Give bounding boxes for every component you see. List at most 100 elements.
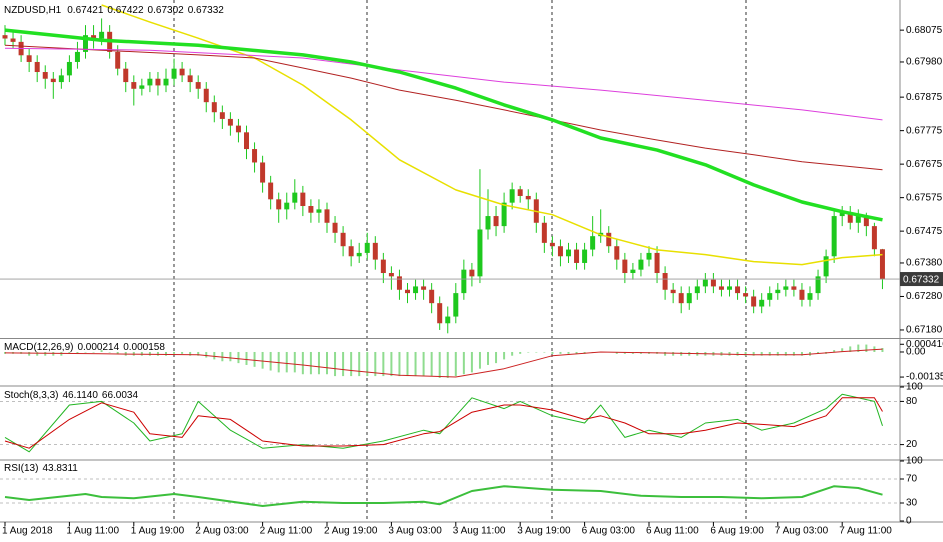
macd-bar — [462, 351, 465, 375]
macd-bar — [156, 351, 159, 356]
macd-bar — [752, 351, 755, 356]
candle-body — [147, 78, 153, 86]
x-tick-label: 3 Aug 11:00 — [453, 526, 506, 537]
rsi-value: 43.8311 — [42, 463, 78, 474]
macd-bar — [768, 351, 771, 356]
candle-body — [340, 232, 346, 247]
y-tick-label: 0.67380 — [906, 258, 943, 269]
candle-body — [131, 82, 137, 89]
macd-bar — [543, 351, 546, 353]
indicator-line — [4, 393, 883, 453]
candle-body — [702, 279, 708, 287]
macd-bar — [559, 351, 562, 354]
candle-body — [396, 276, 402, 290]
candle-body — [429, 289, 435, 304]
candle-body — [517, 189, 523, 196]
candle-body — [799, 289, 805, 300]
candle-body — [509, 189, 515, 203]
macd-bar — [76, 351, 79, 354]
indicator-line — [4, 28, 883, 222]
candle-body — [421, 286, 427, 290]
macd-bar — [535, 351, 538, 353]
candle-body — [735, 286, 741, 294]
macd-bar — [36, 351, 39, 356]
candle-body — [477, 229, 483, 277]
candle-body — [179, 68, 185, 76]
x-tick-label: 3 Aug 19:00 — [517, 526, 571, 537]
y-tick-label: 70 — [906, 474, 918, 485]
macd-bar — [470, 351, 473, 373]
macd-bar — [173, 351, 176, 354]
macd-bar — [817, 351, 820, 354]
macd-bar — [833, 350, 836, 352]
indicator-line — [4, 44, 883, 171]
macd-bar — [229, 351, 232, 362]
candle-body — [26, 55, 32, 62]
candle-body — [662, 273, 668, 290]
low-value: 0.67302 — [148, 5, 185, 16]
y-tick-label: 100 — [906, 382, 923, 393]
macd-bar — [269, 351, 272, 371]
last-price-box — [900, 272, 943, 287]
candle-body — [718, 286, 724, 290]
macd-bar — [197, 351, 200, 356]
x-tick-label: 2 Aug 11:00 — [260, 526, 313, 537]
macd-bar — [841, 348, 844, 352]
candle-body — [252, 149, 258, 163]
x-tick-label: 1 Aug 19:00 — [131, 526, 185, 537]
macd-bar — [189, 351, 192, 356]
y-tick-label: 0.67475 — [906, 226, 943, 237]
indicator-line — [4, 397, 883, 449]
y-tick-label: 100 — [906, 456, 923, 467]
macd-bar — [245, 351, 248, 365]
candle-body — [219, 112, 225, 119]
y-tick-label: 30 — [906, 498, 918, 509]
indicator-line — [4, 47, 883, 121]
macd-bar — [350, 351, 353, 377]
candle-body — [461, 269, 467, 294]
macd-bar — [446, 351, 449, 378]
macd-bar — [100, 350, 103, 352]
macd-bar — [406, 351, 409, 377]
macd-bar — [567, 351, 570, 354]
macd-bar — [430, 351, 433, 377]
frames — [0, 0, 943, 523]
candle-body — [34, 61, 40, 73]
candle-body — [670, 289, 676, 294]
candle-body — [235, 125, 241, 133]
candle-body — [879, 249, 885, 280]
candle-body — [364, 242, 370, 253]
candle-body — [372, 242, 378, 260]
macd-bar — [615, 351, 618, 354]
macd-bar — [865, 344, 868, 352]
macd-bar — [736, 351, 739, 356]
macd-bar — [293, 351, 296, 373]
stoch-main-value: 46.1140 — [62, 390, 98, 401]
candle-body — [42, 72, 48, 79]
candle-body — [630, 269, 636, 274]
candle-body — [437, 303, 443, 324]
candle-body — [694, 286, 700, 294]
macd-bar — [317, 351, 320, 375]
y-tick-label: 80 — [906, 396, 918, 407]
candle-body — [501, 202, 507, 227]
candle-body — [775, 289, 781, 294]
candle-body — [2, 35, 8, 39]
macd-bar — [422, 351, 425, 377]
candle-body — [316, 209, 322, 213]
candle-body — [10, 38, 16, 42]
y-tick-label: 0.67775 — [906, 125, 943, 136]
y-tick-label: 0 — [906, 516, 912, 527]
candle-body — [686, 293, 692, 304]
candle-body — [485, 216, 491, 230]
x-tick-label: 6 Aug 19:00 — [710, 526, 764, 537]
candle-body — [863, 216, 869, 227]
y-tick-label: 0.67675 — [906, 159, 943, 170]
candle-body — [541, 222, 547, 243]
close-value: 0.67332 — [188, 5, 225, 16]
indicator-line — [4, 348, 883, 378]
candle-body — [727, 286, 732, 290]
macd-bar — [857, 344, 860, 352]
macd-bar — [237, 351, 240, 364]
